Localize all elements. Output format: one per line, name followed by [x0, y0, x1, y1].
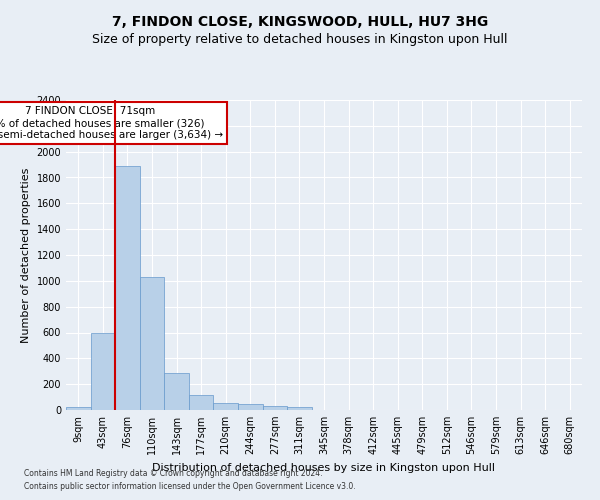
Text: Contains HM Land Registry data © Crown copyright and database right 2024.: Contains HM Land Registry data © Crown c… — [24, 468, 323, 477]
Bar — [140, 277, 164, 410]
Text: Size of property relative to detached houses in Kingston upon Hull: Size of property relative to detached ho… — [92, 32, 508, 46]
Bar — [115, 166, 140, 410]
Bar — [189, 394, 214, 410]
Bar — [91, 332, 115, 410]
Bar — [66, 408, 91, 410]
Bar — [164, 372, 189, 410]
Text: 7 FINDON CLOSE: 71sqm
← 8% of detached houses are smaller (326)
91% of semi-deta: 7 FINDON CLOSE: 71sqm ← 8% of detached h… — [0, 106, 223, 140]
Bar — [238, 404, 263, 410]
Bar — [287, 408, 312, 410]
Text: 7, FINDON CLOSE, KINGSWOOD, HULL, HU7 3HG: 7, FINDON CLOSE, KINGSWOOD, HULL, HU7 3H… — [112, 15, 488, 29]
Y-axis label: Number of detached properties: Number of detached properties — [21, 168, 31, 342]
Bar — [214, 403, 238, 410]
Text: Contains public sector information licensed under the Open Government Licence v3: Contains public sector information licen… — [24, 482, 356, 491]
Bar — [263, 406, 287, 410]
X-axis label: Distribution of detached houses by size in Kingston upon Hull: Distribution of detached houses by size … — [152, 462, 496, 472]
